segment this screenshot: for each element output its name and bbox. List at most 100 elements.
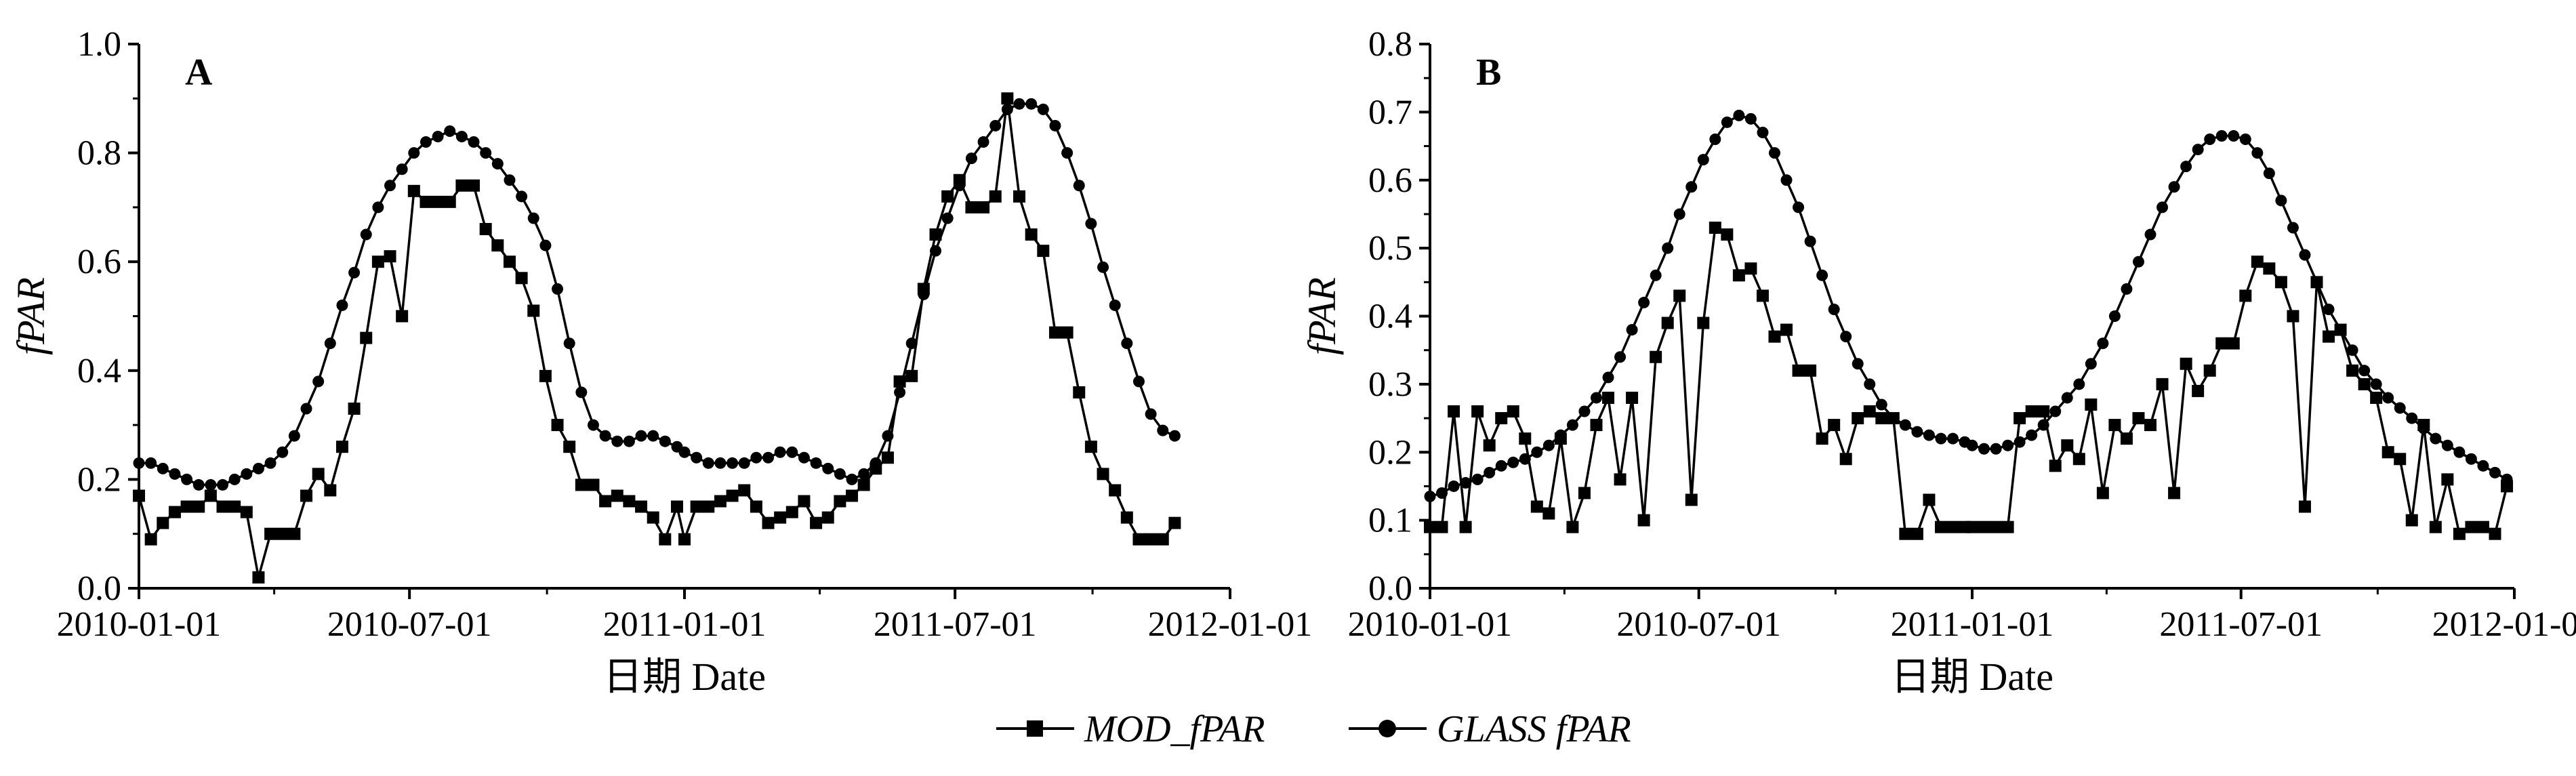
data-point-circle [905, 338, 918, 350]
data-point-square [1978, 520, 1990, 533]
data-point-circle [822, 462, 834, 474]
data-point-circle [1590, 392, 1602, 404]
data-point-circle [2346, 344, 2358, 356]
data-point-circle [324, 338, 336, 350]
data-point-square [276, 527, 289, 540]
data-point-square [455, 179, 468, 192]
data-point-circle [846, 473, 858, 485]
data-point-circle [1519, 453, 1531, 465]
data-point-square [846, 489, 859, 502]
data-point-square [2180, 357, 2192, 370]
data-point-square [1780, 323, 1793, 336]
data-point-square [180, 500, 193, 513]
data-point-square [228, 500, 241, 513]
data-point-circle [2275, 195, 2287, 207]
data-point-circle [241, 468, 253, 480]
data-point-square [216, 500, 229, 513]
data-point-square [1542, 507, 1555, 520]
data-point-square [2108, 419, 2121, 432]
data-point-square [396, 310, 409, 323]
data-point-square [2132, 412, 2145, 425]
data-point-circle [432, 131, 444, 143]
data-point-square [2429, 520, 2442, 533]
data-point-circle [408, 147, 420, 159]
data-point-square [1709, 222, 1721, 234]
data-point-circle [1566, 419, 1578, 431]
data-point-circle [2156, 201, 2169, 213]
panel-label: B [1476, 52, 1501, 94]
data-point-square [1626, 391, 1639, 404]
data-point-circle [252, 462, 264, 474]
data-point-square [587, 478, 600, 491]
data-point-square [702, 500, 715, 513]
data-point-circle [2287, 222, 2299, 234]
data-point-square [264, 527, 277, 540]
data-point-circle [1887, 412, 1900, 424]
data-point-circle [623, 435, 635, 447]
data-point-square [1097, 468, 1109, 481]
data-point-circle [1673, 208, 1685, 220]
data-point-circle [575, 386, 588, 399]
data-point-square [479, 223, 492, 236]
data-point-circle [1935, 432, 1947, 445]
data-point-square [1132, 533, 1145, 546]
data-point-circle [192, 478, 205, 491]
data-point-circle [552, 283, 564, 295]
data-point-square [611, 489, 623, 502]
data-point-square [371, 256, 384, 268]
data-point-square [905, 369, 918, 382]
data-point-circle [2251, 147, 2264, 159]
data-point-circle [2037, 419, 2049, 431]
y-tick-label: 0.8 [1368, 25, 1412, 64]
data-point-circle [1602, 371, 1614, 384]
data-point-square [539, 369, 552, 382]
data-point-circle [288, 430, 300, 442]
data-point-circle [2382, 392, 2394, 404]
data-point-circle [1471, 473, 1484, 485]
data-point-circle [738, 457, 750, 469]
data-point-square [929, 228, 942, 241]
data-point-circle [372, 201, 384, 213]
data-point-circle [2335, 324, 2347, 336]
x-tick-label: 2011-01-01 [603, 605, 766, 644]
data-point-circle [611, 435, 623, 447]
data-point-square [965, 201, 978, 213]
data-point-circle [2013, 436, 2026, 448]
data-point-circle [2417, 422, 2430, 434]
data-point-square [1459, 520, 1472, 533]
data-point-square [2120, 432, 2133, 445]
data-point-circle [1013, 98, 1025, 110]
data-point-square [1756, 289, 1769, 302]
data-point-square [1744, 262, 1757, 275]
data-point-square [2168, 487, 2181, 499]
data-point-square [1037, 245, 1050, 258]
data-point-circle [834, 468, 846, 480]
data-point-square [168, 506, 181, 518]
y-tick-label: 0.8 [77, 134, 121, 173]
data-point-circle [1966, 439, 1978, 451]
data-point-square [407, 184, 420, 197]
data-point-square [2453, 527, 2466, 540]
data-point-circle [228, 473, 241, 485]
data-point-square [1732, 269, 1745, 282]
data-point-circle [1947, 432, 1959, 445]
data-point-square [635, 500, 648, 513]
data-point-square [738, 484, 751, 497]
data-point-circle [300, 403, 312, 415]
data-point-square [2227, 337, 2240, 350]
data-point-circle [1424, 490, 1436, 502]
data-point-circle [348, 266, 361, 279]
chart-panel-a: 0.0 0.2 0.4 0.6 0.8 1.0 2010-01-01 2010-07-01 20… [9, 25, 1312, 699]
legend-label-mod-fpar: MOD_fPAR [1084, 708, 1265, 750]
data-point-circle [504, 174, 516, 186]
data-point-circle [1793, 201, 1805, 213]
data-point-circle [516, 190, 528, 203]
data-point-circle [1542, 439, 1555, 451]
data-point-square [670, 500, 683, 513]
data-point-circle [2180, 161, 2192, 173]
data-point-circle [810, 457, 822, 469]
data-point-circle [396, 163, 408, 176]
data-point-square [432, 195, 445, 208]
data-point-square [1025, 228, 1038, 241]
data-point-square [491, 239, 504, 252]
